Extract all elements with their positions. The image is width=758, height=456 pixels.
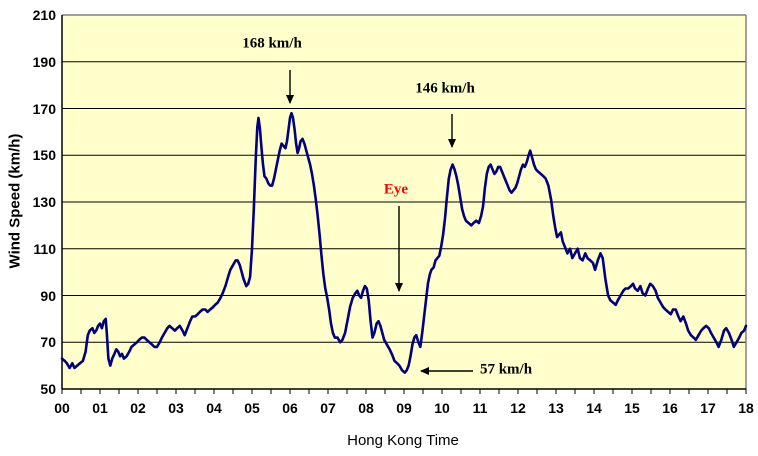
y-tick-label-170: 170: [32, 101, 56, 117]
x-tick-label-14: 14: [586, 400, 602, 416]
x-tick-label-04: 04: [206, 400, 222, 416]
x-tick-label-11: 11: [472, 400, 488, 416]
x-tick-label-12: 12: [510, 400, 526, 416]
wind-speed-line: [60, 111, 748, 374]
x-tick-label-05: 05: [244, 400, 260, 416]
annotation-label-peak2: 146 km/h: [415, 80, 475, 97]
y-tick-label-50: 50: [40, 381, 56, 397]
x-tick-label-09: 09: [396, 400, 412, 416]
x-tick-label-02: 02: [130, 400, 146, 416]
x-tick-label-00: 00: [54, 400, 70, 416]
x-tick-label-01: 01: [92, 400, 108, 416]
x-tick-label-17: 17: [700, 400, 716, 416]
y-tick-label-90: 90: [40, 288, 56, 304]
y-tick-label-110: 110: [33, 241, 56, 257]
y-tick-label-190: 190: [32, 54, 56, 70]
annotation-label-eye: Eye: [383, 181, 409, 198]
y-tick-label-150: 150: [32, 147, 56, 163]
y-tick-label-130: 130: [32, 194, 56, 210]
y-tick-label-210: 210: [32, 7, 56, 23]
x-tick-label-03: 03: [168, 400, 184, 416]
x-tick-label-08: 08: [358, 400, 374, 416]
annotation-label-minimum: 57 km/h: [479, 361, 533, 378]
x-tick-label-13: 13: [548, 400, 564, 416]
x-tick-label-10: 10: [434, 400, 450, 416]
x-tick-label-15: 15: [624, 400, 640, 416]
x-tick-label-18: 18: [738, 400, 754, 416]
x-axis-title: Hong Kong Time: [347, 432, 459, 449]
x-tick-label-16: 16: [662, 400, 678, 416]
y-tick-label-70: 70: [40, 334, 56, 350]
x-tick-label-06: 06: [282, 400, 298, 416]
annotation-label-peak1: 168 km/h: [242, 35, 302, 52]
y-axis-title: Wind Speed (km/h): [6, 133, 24, 269]
x-tick-label-07: 07: [320, 400, 336, 416]
